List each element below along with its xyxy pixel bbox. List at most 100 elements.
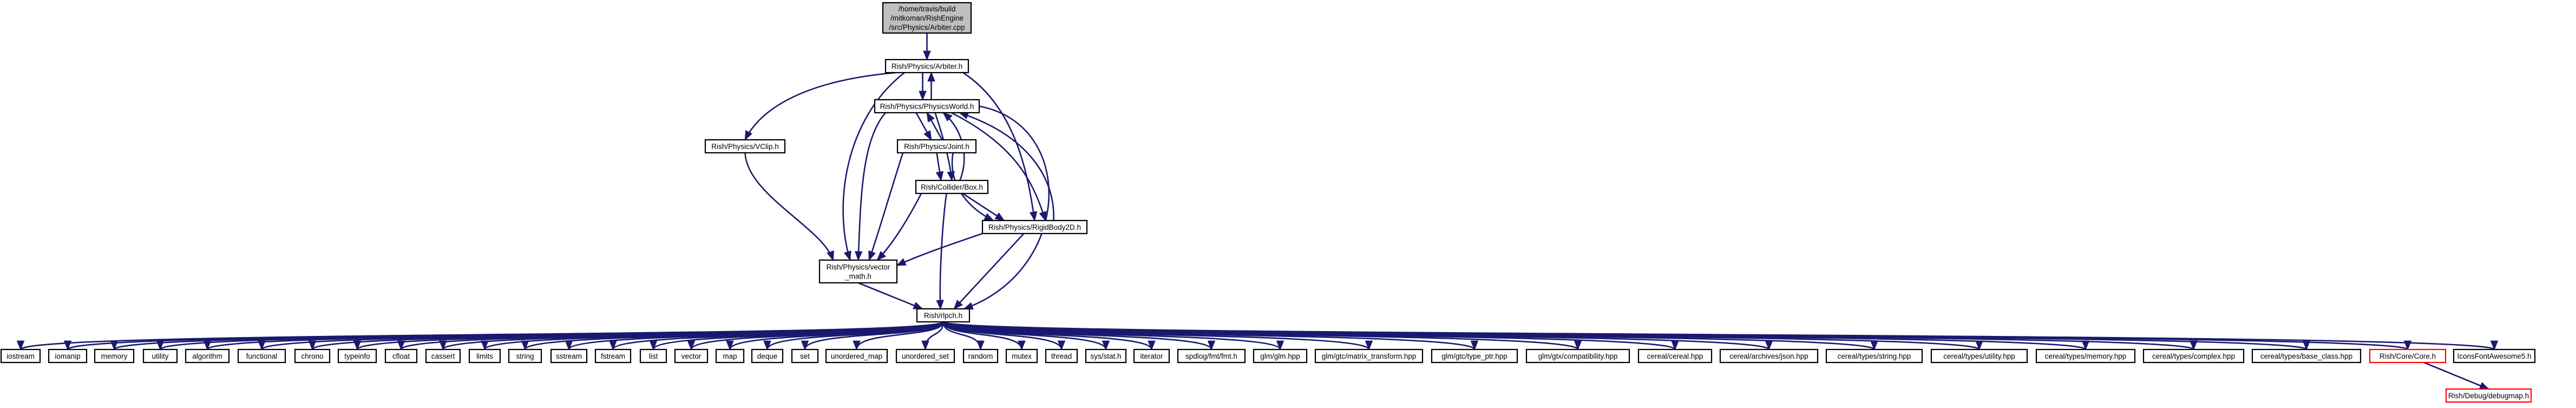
- node-typeinfo[interactable]: typeinfo: [337, 348, 377, 364]
- node-spdlog_fmt[interactable]: spdlog/fmt/fmt.h: [1177, 348, 1246, 364]
- node-vector_math_h[interactable]: Rish/Physics/vector _math.h: [818, 259, 898, 284]
- node-cereal_string[interactable]: cereal/types/string.hpp: [1825, 348, 1923, 364]
- node-label: typeinfo: [344, 352, 370, 360]
- node-set[interactable]: set: [791, 348, 819, 364]
- node-mutex[interactable]: mutex: [1005, 348, 1038, 364]
- node-unordered_set[interactable]: unordered_set: [895, 348, 955, 364]
- node-label: fstream: [601, 352, 625, 360]
- node-box: [550, 348, 588, 364]
- node-iterator[interactable]: iterator: [1133, 348, 1170, 364]
- node-box: [508, 348, 542, 364]
- node-cereal_utility[interactable]: cereal/types/utility.hpp: [1930, 348, 2028, 364]
- node-algorithm[interactable]: algorithm: [185, 348, 230, 364]
- edge-physicsworld-h-to-vector-math-h: [854, 112, 886, 261]
- node-sstream[interactable]: sstream: [550, 348, 588, 364]
- edge-core-h-to-debugmap-h: [2423, 361, 2490, 390]
- node-fstream[interactable]: fstream: [594, 348, 632, 364]
- edge-rlpch-h-to-unordered_set: [921, 321, 944, 351]
- node-label: deque: [757, 352, 778, 360]
- node-label: cereal/cereal.hpp: [1647, 352, 1703, 360]
- node-physicsworld_h[interactable]: Rish/Physics/PhysicsWorld.h: [874, 99, 980, 114]
- node-unordered_map[interactable]: unordered_map: [825, 348, 888, 364]
- node-label: glm/gtc/type_ptr.hpp: [1441, 352, 1507, 360]
- node-iostream[interactable]: iostream: [0, 348, 41, 364]
- node-iconsfa_h[interactable]: IconsFontAwesome5.h: [2453, 348, 2536, 364]
- node-list[interactable]: list: [639, 348, 667, 364]
- node-cassert[interactable]: cassert: [425, 348, 461, 364]
- node-label: cereal/types/base_class.hpp: [2260, 352, 2352, 360]
- node-box: [825, 348, 888, 364]
- node-box: [1314, 348, 1424, 364]
- node-box: [751, 348, 784, 364]
- node-arbiter_h[interactable]: Rish/Physics/Arbiter.h: [884, 59, 969, 74]
- node-box: [896, 139, 977, 154]
- node-sys_stat_h[interactable]: sys/stat.h: [1085, 348, 1127, 364]
- node-box: [791, 348, 819, 364]
- node-label: Rish/Core/Core.h: [2380, 352, 2436, 360]
- node-cereal_base_class[interactable]: cereal/types/base_class.hpp: [2251, 348, 2362, 364]
- node-label: iostream: [6, 352, 35, 360]
- node-memory[interactable]: memory: [94, 348, 135, 364]
- node-random[interactable]: random: [962, 348, 999, 364]
- node-label: glm/gtc/matrix_transform.hpp: [1322, 352, 1417, 360]
- node-thread[interactable]: thread: [1045, 348, 1078, 364]
- node-label: sys/stat.h: [1090, 352, 1121, 360]
- node-box: [48, 348, 88, 364]
- node-label: glm/gtx/compatibility.hpp: [1538, 352, 1618, 360]
- node-label: Rish/Physics/RigidBody2D.h: [988, 223, 1081, 231]
- node-label: iomanip: [55, 352, 80, 360]
- edge-physicsworld-h-to-joint-h: [915, 112, 932, 141]
- node-chrono[interactable]: chrono: [294, 348, 331, 364]
- node-colliderbox_h[interactable]: Rish/Collider/Box.h: [915, 179, 989, 195]
- node-box: [715, 348, 745, 364]
- node-vclip_h[interactable]: Rish/Physics/VClip.h: [704, 139, 786, 154]
- node-cereal_complex[interactable]: cereal/types/complex.hpp: [2142, 348, 2245, 364]
- edge-rlpch-h-to-mutex: [942, 321, 1026, 351]
- node-label: chrono: [301, 352, 323, 360]
- node-label: Rish/Physics/Joint.h: [904, 143, 969, 151]
- node-debugmap_h[interactable]: Rish/Debug/debugmap.h: [2445, 388, 2532, 403]
- node-box: [1085, 348, 1127, 364]
- edge-colliderbox-h-to-rigidbody2d-h: [962, 192, 1005, 222]
- node-box: [1133, 348, 1170, 364]
- node-rigidbody2d_h[interactable]: Rish/Physics/RigidBody2D.h: [981, 219, 1088, 235]
- edge-rlpch-h-to-iconsfa_h: [942, 321, 2498, 351]
- edge-joint-h-to-physicsworld-h: [926, 112, 943, 140]
- node-glm_matrix_transform[interactable]: glm/gtc/matrix_transform.hpp: [1314, 348, 1424, 364]
- node-core_h[interactable]: Rish/Core/Core.h: [2369, 348, 2447, 364]
- node-label: map: [723, 352, 737, 360]
- node-arbiter_cpp[interactable]: /home/travis/build/mitkoman/RishEngine/s…: [882, 2, 972, 34]
- edge-rlpch-h-to-set: [801, 321, 944, 351]
- node-glm_compat[interactable]: glm/gtx/compatibility.hpp: [1525, 348, 1630, 364]
- node-box: [916, 308, 971, 323]
- node-box: [1525, 348, 1630, 364]
- node-box: [185, 348, 230, 364]
- node-box: [594, 348, 632, 364]
- node-box: [1637, 348, 1713, 364]
- node-map[interactable]: map: [715, 348, 745, 364]
- node-vector[interactable]: vector: [674, 348, 709, 364]
- node-box: [0, 348, 41, 364]
- edge-vector-math-h-to-rlpch-h: [858, 282, 923, 310]
- node-cereal_json[interactable]: cereal/archives/json.hpp: [1719, 348, 1819, 364]
- node-glm_glm[interactable]: glm/glm.hpp: [1253, 348, 1308, 364]
- node-box: [639, 348, 667, 364]
- node-iomanip[interactable]: iomanip: [48, 348, 88, 364]
- node-limits[interactable]: limits: [468, 348, 501, 364]
- edge-arbiter-h-to-vclip-h: [744, 72, 897, 141]
- node-joint_h[interactable]: Rish/Physics/Joint.h: [896, 139, 977, 154]
- node-utility[interactable]: utility: [142, 348, 178, 364]
- node-string[interactable]: string: [508, 348, 542, 364]
- node-functional[interactable]: functional: [237, 348, 286, 364]
- edge-colliderbox-h-to-rlpch-h: [936, 193, 947, 310]
- node-cereal[interactable]: cereal/cereal.hpp: [1637, 348, 1713, 364]
- node-cfloat[interactable]: cfloat: [384, 348, 418, 364]
- edge-rigidbody2d-h-to-rlpch-h: [953, 233, 1025, 310]
- node-label: random: [968, 352, 993, 360]
- node-cereal_memory[interactable]: cereal/types/memory.hpp: [2035, 348, 2136, 364]
- node-glm_type_ptr[interactable]: glm/gtc/type_ptr.hpp: [1431, 348, 1518, 364]
- node-rlpch_h[interactable]: Rish/rlpch.h: [916, 308, 971, 323]
- node-label: mutex: [1012, 352, 1032, 360]
- node-label: unordered_map: [831, 352, 882, 360]
- node-deque[interactable]: deque: [751, 348, 784, 364]
